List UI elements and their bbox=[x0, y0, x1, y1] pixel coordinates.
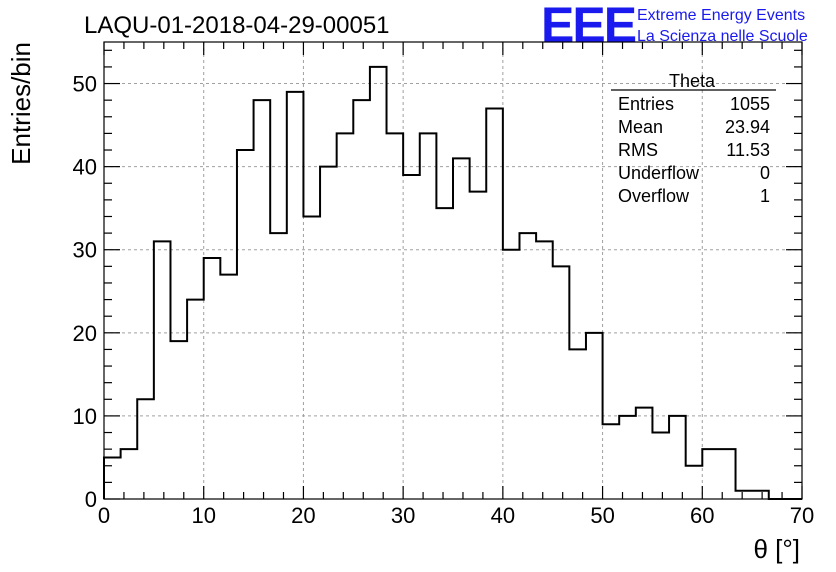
x-tick-label: 10 bbox=[191, 503, 215, 528]
x-axis-label: θ [°] bbox=[753, 534, 800, 564]
grid-lines bbox=[104, 42, 802, 499]
logo-line-1: Extreme Energy Events bbox=[637, 7, 805, 24]
stats-title: Theta bbox=[669, 71, 716, 91]
eee-logo: EEE bbox=[541, 0, 636, 53]
stats-value: 23.94 bbox=[725, 117, 770, 137]
y-tick-labels: 0 10 20 30 40 50 bbox=[73, 72, 97, 512]
stats-value: 11.53 bbox=[726, 140, 770, 160]
stats-value: 1 bbox=[760, 186, 770, 206]
y-tick-label: 10 bbox=[73, 404, 97, 429]
y-tick-label: 0 bbox=[85, 487, 97, 512]
stats-value: 0 bbox=[760, 163, 770, 183]
x-tick-label: 70 bbox=[790, 503, 814, 528]
stats-label: Entries bbox=[618, 94, 674, 114]
axis-ticks bbox=[103, 42, 803, 500]
x-tick-label: 30 bbox=[391, 503, 415, 528]
y-tick-label: 30 bbox=[73, 238, 97, 263]
x-tick-labels: 0 10 20 30 40 50 60 70 bbox=[98, 503, 814, 528]
stats-label: Overflow bbox=[618, 186, 690, 206]
y-axis-label: Entries/bin bbox=[6, 42, 36, 165]
stats-label: RMS bbox=[618, 140, 658, 160]
stats-value: 1055 bbox=[730, 94, 770, 114]
y-tick-label: 20 bbox=[73, 321, 97, 346]
y-tick-label: 50 bbox=[73, 72, 97, 97]
x-tick-label: 50 bbox=[590, 503, 614, 528]
x-tick-label: 60 bbox=[690, 503, 714, 528]
run-title: LAQU-01-2018-04-29-00051 bbox=[84, 12, 390, 39]
stats-label: Underflow bbox=[618, 163, 700, 183]
histogram-outline bbox=[103, 65, 803, 500]
x-tick-label: 40 bbox=[491, 503, 515, 528]
y-tick-label: 40 bbox=[73, 155, 97, 180]
stats-label: Mean bbox=[618, 117, 663, 137]
x-tick-label: 0 bbox=[98, 503, 110, 528]
plot-frame bbox=[103, 41, 803, 500]
x-tick-label: 20 bbox=[291, 503, 315, 528]
stats-rows: Entries 1055 Mean 23.94 RMS 11.53 Underflow 0 Ov… bbox=[618, 94, 770, 206]
stats-box: Theta Entries 1055 Mean 23.94 RMS 11.53 Underf… bbox=[611, 71, 776, 206]
logo-line-2: La Scienza nelle Scuole bbox=[637, 28, 808, 45]
